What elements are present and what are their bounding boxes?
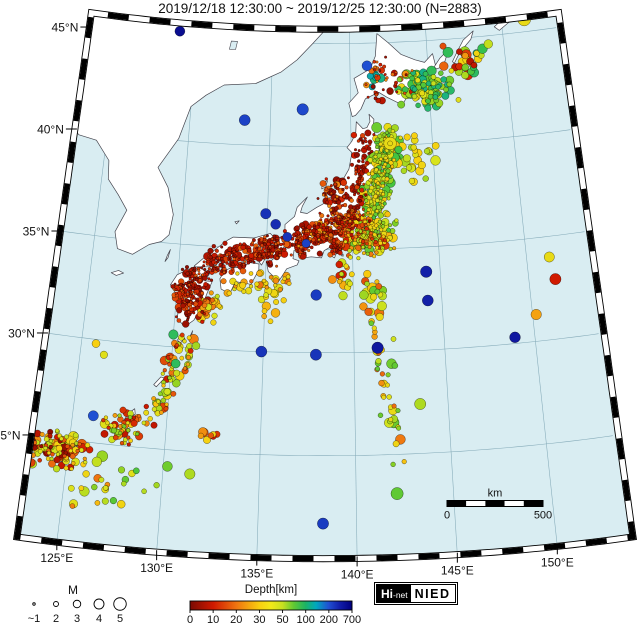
scale-bar-start: 0 (444, 510, 450, 522)
lon-label: 145°E (441, 564, 474, 578)
depth-legend-title: Depth[km] (244, 584, 298, 596)
depth-tick-label: 0 (187, 614, 193, 626)
lon-label: 130°E (140, 561, 173, 575)
depth-tick-label: 30 (253, 614, 265, 626)
depth-tick-label: 200 (320, 614, 338, 626)
land-tsushima (164, 249, 171, 262)
frame-labels: 25°N 30°N 35°N 40°N 45°N 125°E 130°E 135°E 140°E… (0, 21, 574, 582)
scale-bar-end: 500 (534, 510, 552, 522)
hinet-nied-logo: Hi -net NIED (374, 582, 458, 605)
hinet-logo-net: -net (393, 590, 408, 600)
magnitude-legend-label: ~1 (28, 613, 41, 625)
depth-tick-label: 50 (276, 614, 288, 626)
depth-tick-label: 10 (207, 614, 219, 626)
lon-label: 150°E (541, 555, 574, 569)
lat-label: 35°N (23, 224, 50, 238)
lat-label: 40°N (37, 123, 64, 137)
lon-label: 140°E (341, 567, 374, 581)
magnitude-legend-label: 5 (117, 613, 123, 625)
scale-bar-unit: km (488, 488, 503, 500)
lake-khanka (229, 40, 238, 50)
map-area (17, 12, 633, 559)
magnitude-legend: ~1 2 3 4 5 (28, 597, 127, 625)
hinet-logo-box: Hi -net (377, 585, 411, 602)
depth-colorbar: 0 10 20 30 50 100 200 700 (187, 600, 361, 626)
magnitude-legend-title: M (68, 583, 78, 597)
lon-label: 135°E (240, 567, 273, 581)
magnitude-legend-label: 3 (74, 613, 80, 625)
lat-label: 30°N (8, 326, 35, 340)
page-title: 2019/12/18 12:30:00 ~ 2019/12/25 12:30:0… (158, 1, 482, 16)
earthquake-dots (20, 12, 562, 530)
magnitude-legend-label: 2 (53, 613, 59, 625)
depth-tick-label: 700 (343, 614, 361, 626)
lat-label: 45°N (52, 21, 79, 35)
magnitude-legend-label: 4 (96, 613, 102, 625)
scale-bar: km 0 500 (444, 488, 552, 522)
land-oshima (341, 253, 344, 257)
land-oki (234, 220, 240, 225)
map-frame (13, 8, 637, 563)
depth-tick-label: 20 (230, 614, 242, 626)
lon-label: 125°E (40, 551, 73, 565)
nied-logo-box: NIED (410, 585, 455, 602)
hinet-logo-hi: Hi (381, 586, 393, 601)
land-jeju (110, 270, 124, 276)
depth-tick-label: 100 (297, 614, 315, 626)
lat-label: 25°N (0, 428, 20, 442)
